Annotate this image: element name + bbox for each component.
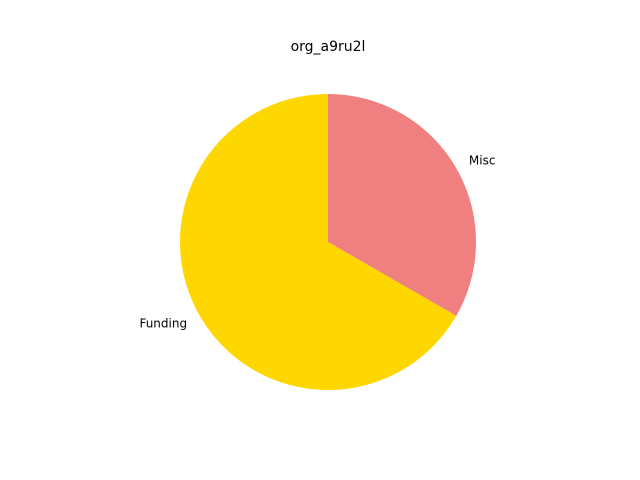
pie-label-misc: Misc [469,153,496,167]
pie-slices [180,94,476,390]
chart-title: org_a9ru2l [291,39,366,55]
pie-label-funding: Funding [139,317,187,331]
